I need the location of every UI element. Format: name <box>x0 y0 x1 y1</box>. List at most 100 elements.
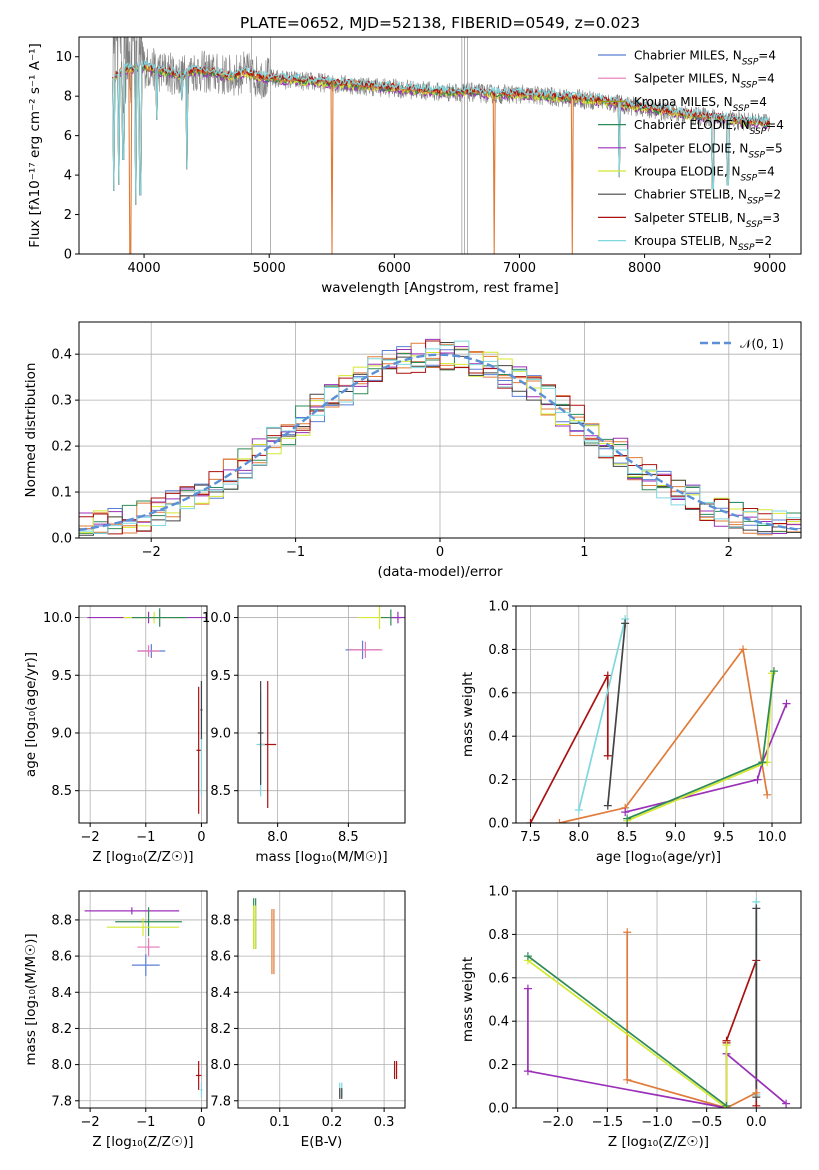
errorbar-point <box>106 918 180 937</box>
x-tick-label: 7000 <box>503 261 536 276</box>
x-axis-label: Z [log₁₀(Z/Z☉)] <box>92 1134 193 1150</box>
y-tick-label: 0.6 <box>488 686 509 701</box>
x-tick-label: 7.5 <box>520 830 541 845</box>
x-tick-label: 0.3 <box>374 1115 395 1130</box>
x-axis-label: wavelength [Angstrom, rest frame] <box>321 280 559 296</box>
x-tick-label: 0.0 <box>746 1115 767 1130</box>
panel-mw_vs_age: 7.5 8.0 8.5 9.0 9.5 10.0 0.0 0.2 0.4 0.6 0.8 1.0 age… <box>460 600 802 865</box>
x-tick-label: 0.1 <box>269 1115 290 1130</box>
y-tick-label: 8.6 <box>210 950 231 965</box>
mass-weight-line <box>606 623 627 806</box>
legend-subscript: SSP <box>741 174 758 184</box>
y-axis-label: mass weight <box>460 957 476 1042</box>
y-tick-label: 8.5 <box>51 784 72 799</box>
model-spectrum-line <box>112 65 771 205</box>
x-tick-label: 5000 <box>253 261 286 276</box>
y-axis-label: Flux [fλ10⁻¹⁷ erg cm⁻² s⁻¹ A⁻¹] <box>27 43 43 248</box>
errorbar-point <box>390 611 405 624</box>
plus-marker <box>523 1067 532 1076</box>
legend-label: Salpeter MILES, NSSP=4 <box>634 72 775 91</box>
axes-frame <box>78 605 208 824</box>
x-tick-label: 8.5 <box>338 830 359 845</box>
x-tick-label: 10.0 <box>758 830 787 845</box>
y-tick-label: 9.5 <box>51 669 72 684</box>
x-axis-label: Z [log₁₀(Z/Z☉)] <box>92 849 193 865</box>
panel-spectrum: 4000 5000 6000 7000 8000 9000 0 2 4 6 8 10 wavelengt… <box>27 36 802 296</box>
x-tick-label: 0 <box>197 1115 205 1130</box>
y-axis-label: age [log₁₀(age/yr)] <box>23 652 39 777</box>
x-tick-label: 6000 <box>378 261 411 276</box>
x-axis-label: mass [log₁₀(M/M☉)] <box>255 849 387 865</box>
legend-subscript: SSP <box>746 220 763 230</box>
x-tick-label: −0.5 <box>691 1115 723 1130</box>
x-tick-label: −1.0 <box>641 1115 673 1130</box>
axes-frame <box>237 605 406 824</box>
plot-area <box>112 37 771 254</box>
y-tick-label: 8.8 <box>210 913 231 928</box>
y-tick-label: 7.8 <box>210 1094 231 1109</box>
errorbar-point <box>200 681 203 739</box>
plus-marker <box>603 801 612 810</box>
y-tick-label: 8.0 <box>210 1058 231 1073</box>
y-tick-label: 0.2 <box>488 1058 509 1073</box>
x-tick-label: 8.5 <box>617 830 638 845</box>
plot-area <box>516 606 801 823</box>
legend-label: Salpeter STELIB, NSSP=3 <box>634 211 780 230</box>
y-tick-label: 8 <box>64 90 72 105</box>
y-tick-label: 10.0 <box>43 611 72 626</box>
y-tick-label: 10 <box>55 50 72 65</box>
y-axis-label: Normed distribution <box>23 363 39 498</box>
errorbar-point <box>115 907 182 937</box>
plus-marker <box>722 1041 731 1050</box>
plus-marker <box>623 1075 632 1084</box>
mass-weight-line <box>527 959 728 1108</box>
y-tick-label: 4 <box>64 169 72 184</box>
plus-marker <box>523 984 532 993</box>
x-tick-label: 1 <box>580 545 588 560</box>
axes-frame <box>515 605 802 824</box>
plus-marker <box>753 775 762 784</box>
x-tick-label: 8.0 <box>267 830 288 845</box>
legend-subscript: SSP <box>742 58 759 68</box>
mass-weight-line <box>577 618 627 811</box>
plus-marker <box>752 1101 761 1108</box>
panel-mass_vs_ebv: 0.1 0.2 0.3 7.8 8.0 8.2 8.4 8.6 8.8 E(B-V) <box>210 890 406 1150</box>
y-tick-label: 0.8 <box>488 643 509 658</box>
y-tick-label: 9.0 <box>51 726 72 741</box>
legend-suffix: =4 <box>758 49 776 63</box>
plus-marker <box>782 1099 791 1108</box>
legend-label: Salpeter ELODIE, NSSP=5 <box>634 141 783 160</box>
mass-weight-line <box>559 647 769 823</box>
x-tick-label: 8.0 <box>568 830 589 845</box>
mass-weight-line <box>527 955 728 1107</box>
legend: 𝒩(0, 1) <box>700 337 784 351</box>
plot-area <box>79 322 801 538</box>
x-tick-label: −2 <box>81 830 100 845</box>
y-tick-label: 0.4 <box>51 348 72 363</box>
panel-mw_vs_Z: −2.0 −1.5 −1.0 −0.5 0.0 0.0 0.2 0.4 0.6 0.8 1.0 Z [… <box>460 885 802 1150</box>
y-tick-label: 0.0 <box>488 817 509 832</box>
x-axis-label: age [log₁₀(age/yr)] <box>596 849 721 865</box>
legend-label: 𝒩(0, 1) <box>740 337 784 351</box>
x-tick-label: −1 <box>286 545 305 560</box>
figure-title: PLATE=0652, MJD=52138, FIBERID=0549, z=0… <box>240 14 640 32</box>
x-tick-label: 0 <box>197 830 205 845</box>
plus-marker <box>621 619 630 628</box>
x-axis-label: (data-model)/error <box>377 564 503 580</box>
y-tick-label: 9.0 <box>210 726 231 741</box>
axes-frame <box>78 36 802 255</box>
legend-suffix: =2 <box>754 234 772 248</box>
y-tick-label: 8.6 <box>51 950 72 965</box>
y-tick-label: 8.5 <box>210 784 231 799</box>
errorbar-point <box>137 938 160 957</box>
panel-age_vs_Z: −2 −1 0 8.5 9.0 9.5 10.0 Z [log₁₀(Z/Z☉)] age [lo… <box>23 605 208 865</box>
axes-frame <box>78 890 208 1109</box>
legend-suffix: =5 <box>765 141 783 155</box>
y-tick-label: 8.4 <box>51 986 72 1001</box>
plus-marker <box>555 819 564 823</box>
panel-mass_vs_Z: −2 −1 0 7.8 8.0 8.2 8.4 8.6 8.8 Z [log₁₀(Z/Z☉)] ma… <box>23 890 208 1150</box>
plus-marker <box>782 699 791 708</box>
plus-marker <box>523 952 532 961</box>
y-tick-label: 6 <box>64 129 72 144</box>
